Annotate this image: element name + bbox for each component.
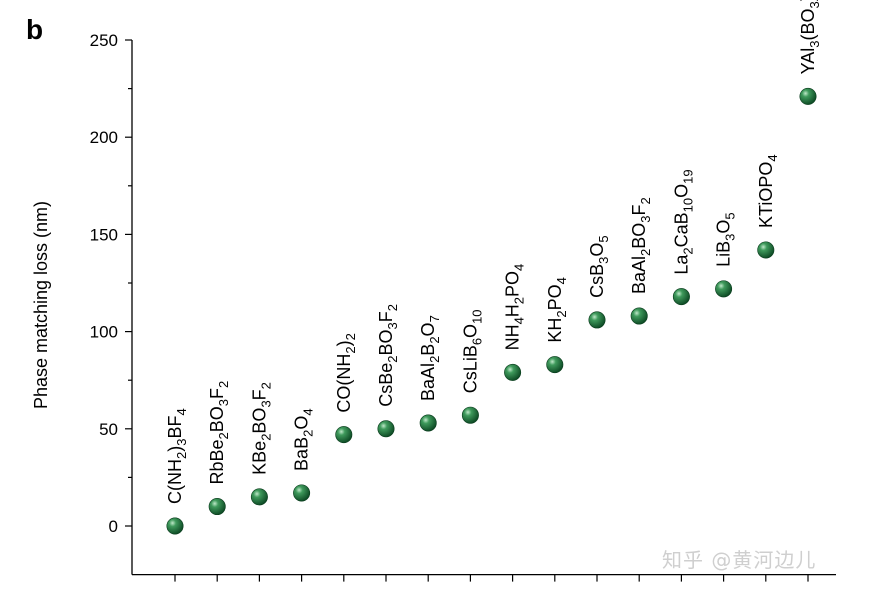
point-labels: C(NH2)3BF4 RbBe2BO3F2 KBe2BO3F2 BaB2O4 CO(NH… (165, 0, 822, 504)
y-tick-label: 50 (99, 420, 118, 439)
point-label: C(NH2)3BF4 (165, 408, 189, 504)
watermark: 知乎 @黄河边儿 (662, 548, 817, 572)
panel-label: b (26, 14, 44, 45)
data-point (588, 311, 606, 329)
point-label: BaAl2BO3F2 (629, 197, 653, 294)
point-label: CsB3O5 (587, 235, 611, 298)
y-tick-label: 150 (90, 225, 118, 244)
data-point (208, 498, 226, 516)
data-point (504, 363, 522, 381)
data-point (250, 488, 268, 506)
point-label: BaAl2B2O7 (418, 315, 442, 401)
point-label: KTiOPO4 (756, 154, 780, 228)
data-point (715, 280, 733, 298)
data-point (166, 517, 184, 535)
y-tick-label: 250 (90, 31, 118, 50)
point-label: NH4H2PO4 (503, 264, 527, 351)
y-tick-label: 200 (90, 128, 118, 147)
point-label: KBe2BO3F2 (249, 382, 273, 475)
data-point (419, 414, 437, 432)
point-label: LiB3O5 (714, 212, 738, 267)
y-tick-label: 0 (109, 517, 118, 536)
data-point (799, 87, 817, 105)
point-label: La2CaB10O19 (671, 169, 695, 274)
data-point (546, 356, 564, 374)
y-tick-label: 100 (90, 323, 118, 342)
point-label: YAl3(BO3)4 (798, 0, 822, 74)
data-point (672, 288, 690, 306)
point-label: KH2PO4 (545, 277, 569, 343)
data-point (630, 307, 648, 325)
data-point (757, 241, 775, 259)
data-point (335, 426, 353, 444)
point-label: CsBe2BO3F2 (376, 304, 400, 407)
data-point (461, 406, 479, 424)
point-label: BaB2O4 (292, 408, 316, 471)
point-label: RbBe2BO3F2 (207, 381, 231, 485)
y-axis-label: Phase matching loss (nm) (31, 201, 51, 409)
data-points (166, 87, 817, 535)
data-point (293, 484, 311, 502)
point-label: CO(NH2)2 (334, 333, 358, 412)
axes: 0 50 100 150 200 250 (90, 31, 836, 582)
data-point (377, 420, 395, 438)
point-label: CsLiB6O10 (460, 309, 484, 393)
